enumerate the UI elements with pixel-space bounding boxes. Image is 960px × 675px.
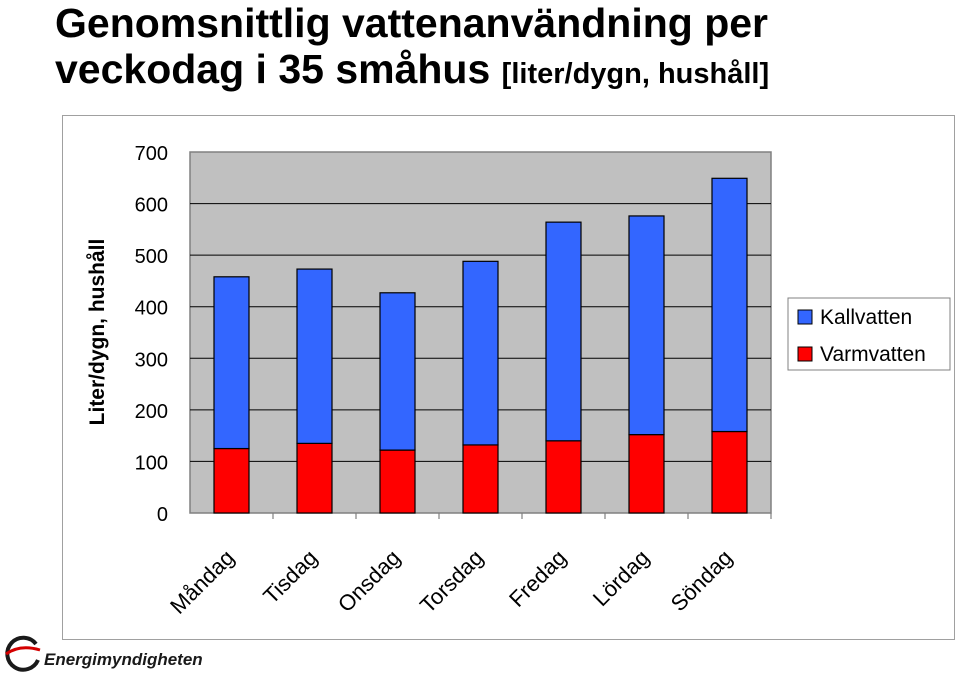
legend-label-kallvatten: Kallvatten [820, 306, 912, 329]
y-tick-label: 500 [135, 246, 168, 268]
bar-kallvatten [628, 215, 665, 436]
bar-varmvatten [213, 447, 250, 514]
y-tick-label: 700 [135, 143, 168, 165]
chart-frame [62, 115, 955, 640]
legend-swatch-varmvatten [797, 346, 813, 362]
bar-varmvatten [711, 430, 748, 514]
y-tick-label: 200 [135, 401, 168, 423]
bar-varmvatten [296, 442, 333, 514]
y-tick-label: 0 [157, 504, 168, 526]
legend-swatch-kallvatten [797, 309, 813, 325]
y-tick-label: 600 [135, 195, 168, 217]
logo-text: Energimyndigheten [44, 650, 203, 669]
x-tick-label: Torsdag [415, 545, 488, 618]
chart-title: Genomsnittlig vattenanvändning per vecko… [55, 0, 960, 97]
bar-kallvatten [296, 268, 333, 444]
chart-title-unit: [liter/dygn, hushåll] [501, 58, 770, 90]
x-tick-label: Söndag [666, 545, 737, 616]
legend: Kallvatten Varmvatten [787, 297, 951, 371]
bars [213, 177, 748, 514]
legend-label-varmvatten: Varmvatten [820, 343, 926, 366]
bar-varmvatten [545, 440, 582, 514]
y-axis-ticks: 0 100 200 300 400 500 600 700 [135, 143, 168, 526]
x-tick-label: Lördag [588, 545, 654, 611]
legend-box [787, 297, 951, 371]
bar-varmvatten [379, 449, 416, 514]
x-tick-label: Onsdag [333, 545, 405, 617]
energimyndigheten-logo: Energimyndigheten [0, 630, 203, 675]
bar-kallvatten [462, 260, 499, 446]
y-tick-label: 100 [135, 452, 168, 474]
bar-kallvatten [545, 221, 582, 442]
logo-icon [5, 635, 41, 672]
bar-kallvatten [711, 177, 748, 433]
bar-kallvatten [379, 292, 416, 451]
y-axis-label: Liter/dygn, hushåll [86, 239, 109, 426]
y-tick-label: 300 [135, 349, 168, 371]
y-tick-label: 400 [135, 298, 168, 320]
bar-kallvatten [213, 276, 250, 450]
x-tick-label: Fredag [504, 545, 571, 612]
x-tick-label: Tisdag [258, 545, 322, 609]
bar-varmvatten [462, 444, 499, 514]
chart-title-main: Genomsnittlig vattenanvändning per vecko… [55, 0, 769, 92]
x-tick-label: Måndag [165, 545, 239, 619]
x-axis-ticks: Måndag Tisdag Onsdag Torsdag Fredag Lördag Sön… [165, 513, 772, 619]
bar-varmvatten [628, 434, 665, 514]
